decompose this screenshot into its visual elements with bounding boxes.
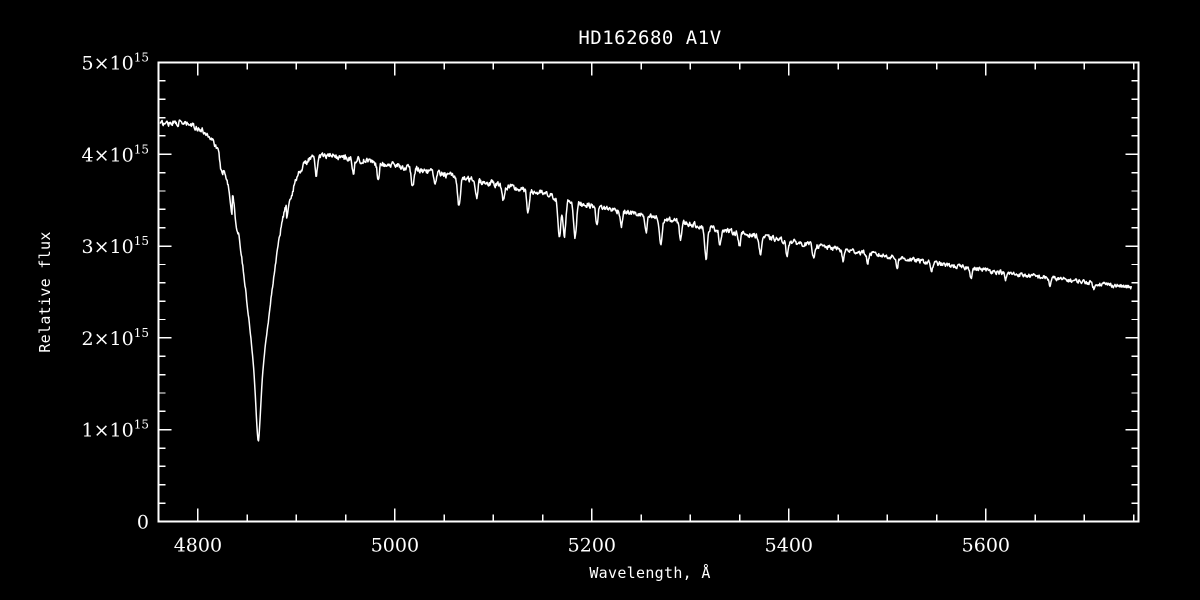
x-tick-label: 5000 bbox=[371, 535, 419, 557]
y-tick-label: 2×1015 bbox=[82, 326, 149, 350]
x-axis-tick-labels: 4800 5000 5200 5400 5600 bbox=[174, 535, 1010, 557]
x-tick-label: 5600 bbox=[962, 535, 1010, 557]
spectrum-series bbox=[159, 119, 1132, 442]
y-axis-ticks bbox=[158, 61, 1139, 523]
x-tick-label: 4800 bbox=[174, 535, 222, 557]
x-axis-ticks bbox=[197, 62, 1135, 522]
y-tick-label: 3×1015 bbox=[82, 234, 149, 258]
spectrum-curve bbox=[159, 119, 1132, 442]
x-tick-label: 5200 bbox=[568, 535, 616, 557]
y-tick-label: 0 bbox=[137, 512, 149, 534]
y-axis-label: Relative flux bbox=[36, 231, 54, 352]
axes-frame bbox=[157, 61, 1140, 523]
x-tick-label: 5400 bbox=[765, 535, 813, 557]
y-tick-label: 4×1015 bbox=[82, 142, 149, 166]
y-tick-label: 1×1015 bbox=[82, 418, 149, 442]
chart-title: HD162680 A1V bbox=[578, 27, 721, 49]
x-axis-label: Wavelength, Å bbox=[589, 563, 710, 582]
y-tick-label: 5×1015 bbox=[82, 51, 149, 75]
y-axis-tick-labels: 0 1×1015 2×1015 3×1015 4×1015 5×1015 bbox=[82, 51, 149, 534]
